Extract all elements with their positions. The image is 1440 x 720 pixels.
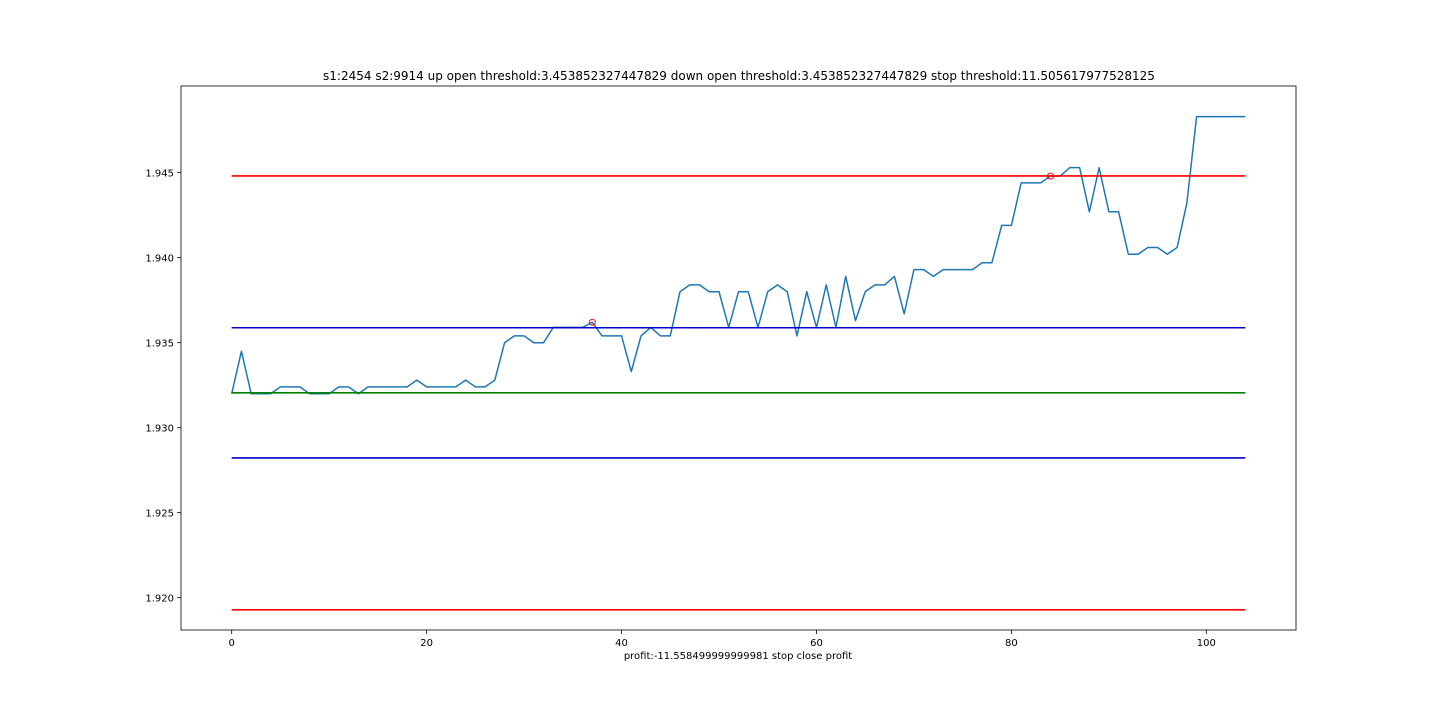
x-tick-label: 40 — [615, 638, 628, 649]
signal-marker-1 — [1046, 172, 1054, 180]
y-tick-label: 1.930 — [145, 424, 174, 435]
y-tick-label: 1.940 — [145, 254, 174, 265]
x-tick-label: 80 — [1005, 638, 1018, 649]
x-tick-label: 100 — [1197, 638, 1216, 649]
series-layer — [230, 115, 1246, 611]
signal-marker-0 — [588, 318, 596, 326]
plot-frame — [180, 85, 1297, 631]
x-tick-label: 60 — [810, 638, 823, 649]
axes-layer: 0 20 40 60 80 100 1.920 1.925 1.930 1.935 1.940 1.9… — [145, 85, 1297, 649]
chart-title: s1:2454 s2:9914 up open threshold:3.4538… — [323, 69, 1155, 83]
x-tick-label: 20 — [420, 638, 433, 649]
y-tick-label: 1.935 — [145, 339, 174, 350]
y-tick-label: 1.945 — [145, 169, 174, 180]
x-tick-label: 0 — [228, 638, 234, 649]
y-tick-label: 1.920 — [145, 594, 174, 605]
y-tick-label: 1.925 — [145, 509, 174, 520]
price-series-line — [230, 115, 1246, 395]
x-axis-label: profit:-11.558499999999981 stop close pr… — [624, 651, 852, 662]
